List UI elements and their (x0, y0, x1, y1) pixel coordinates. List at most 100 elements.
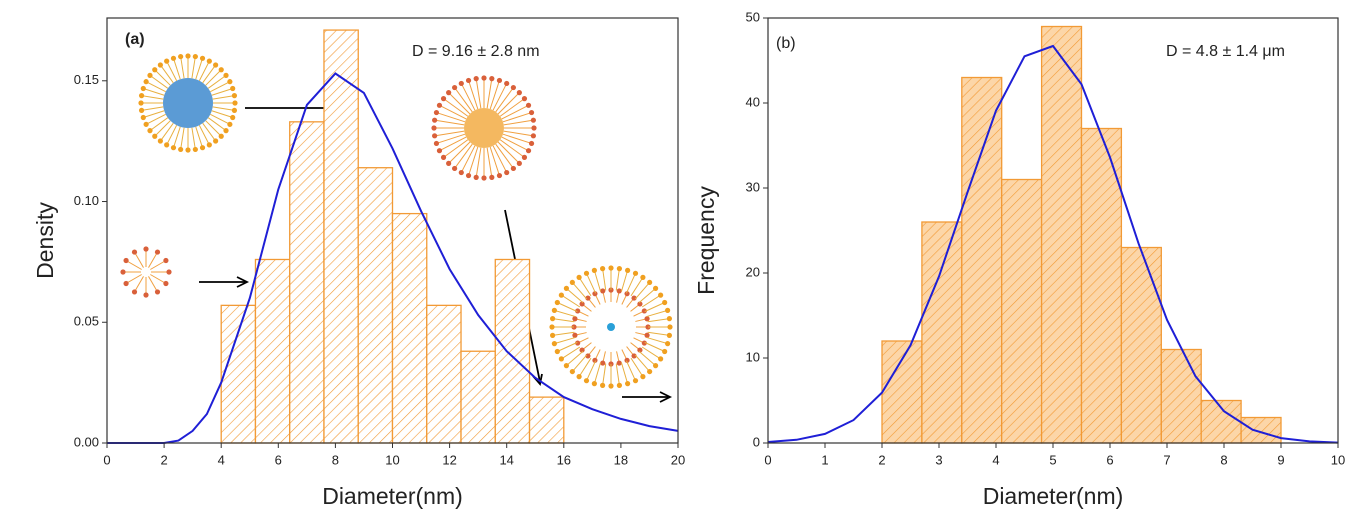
micelle-head (569, 279, 575, 286)
micelle-head (481, 175, 487, 181)
y-axis-label: Density (32, 202, 58, 279)
micelle-head (140, 85, 146, 92)
micelle-head (157, 138, 163, 144)
micelle-head (123, 280, 129, 287)
micelle-tail (145, 113, 166, 125)
micelle-head (631, 353, 637, 359)
micelle-head (489, 174, 495, 180)
micelle-head (143, 292, 149, 298)
x-tick-label: 20 (671, 452, 685, 467)
micelle-head (579, 347, 585, 353)
micelle-head (458, 80, 464, 87)
micelle-head (652, 285, 659, 291)
micelle-head (232, 100, 238, 106)
micelle-tail (552, 331, 575, 336)
micelle-head (652, 363, 659, 369)
y-axis-label: Frequency (693, 186, 719, 295)
micelle-tail (212, 106, 235, 111)
panel-label: (a) (125, 31, 145, 48)
micelle-head (592, 291, 598, 297)
micelle-tail (566, 287, 584, 304)
x-tick-label: 12 (442, 452, 456, 467)
micelle-tail (202, 122, 217, 142)
micelle-head (227, 121, 233, 127)
bar (881, 340, 923, 444)
micelle-tail (552, 318, 575, 323)
bar (1001, 178, 1043, 444)
micelle-tail (475, 78, 482, 109)
micelle-tail (150, 274, 167, 284)
micelle-head (644, 316, 650, 322)
micelle-tail (159, 122, 174, 142)
micelle-tail (566, 350, 584, 367)
micelle-tail (134, 276, 144, 293)
micelle-head (230, 114, 236, 121)
micelle-head (166, 269, 172, 275)
micelle-tail (468, 80, 479, 110)
micelle-tail (644, 341, 665, 352)
micelle-tail (641, 346, 661, 360)
micelle-head (178, 53, 184, 60)
bar (323, 29, 359, 444)
micelle-tail (143, 110, 165, 118)
micelle-head (157, 62, 163, 68)
micelle-head (550, 316, 556, 322)
micelle-tail (492, 145, 508, 173)
micelle-tail (615, 363, 620, 386)
micelle-head (164, 142, 170, 148)
micelle-head (632, 378, 639, 384)
x-tick-label: 1 (821, 452, 828, 467)
micelle-tail (486, 147, 493, 178)
x-tick-label: 2 (878, 452, 885, 467)
bar (1040, 25, 1083, 444)
micelle-head (521, 154, 528, 160)
micelle-tail (638, 287, 656, 304)
micelle-tail (448, 92, 471, 115)
x-axis-label: Diameter(nm) (322, 483, 463, 509)
micelle-tail (630, 277, 644, 297)
micelle-tail (554, 309, 576, 318)
bar (494, 258, 531, 444)
micelle-tail (647, 318, 670, 323)
fit-curve (767, 44, 1339, 444)
micelle-core (464, 108, 504, 148)
micelle-tail (150, 260, 167, 270)
bar (357, 167, 394, 444)
x-tick-label: 5 (1049, 452, 1056, 467)
micelle-head (525, 102, 532, 108)
x-tick-label: 16 (557, 452, 571, 467)
micelle-head (666, 332, 672, 338)
micelle-head (465, 172, 472, 179)
y-tick-label: 50 (746, 9, 760, 24)
x-tick-label: 18 (614, 452, 628, 467)
micelle-head (440, 154, 447, 160)
micelle-head (185, 53, 191, 59)
micelle-tail (486, 78, 493, 109)
micelle-tail (166, 125, 178, 146)
micelle-tail (443, 139, 469, 158)
x-tick-label: 10 (1331, 452, 1345, 467)
micelle-head (667, 324, 673, 330)
micelle-tail (554, 336, 576, 345)
bar (426, 304, 462, 444)
micelle-head (600, 360, 606, 366)
micelle-head (138, 107, 145, 113)
micelle-head (585, 295, 591, 301)
micelle-head (558, 292, 564, 298)
micelle-head (644, 332, 650, 338)
micelle-head (510, 84, 516, 91)
micelle-tail (593, 270, 602, 292)
panel-label: (b) (776, 35, 796, 52)
micelle-tail (625, 273, 636, 294)
micelle-head (575, 308, 581, 314)
micelle-head (154, 289, 161, 295)
micelle-head (213, 62, 219, 68)
fit-curve (107, 72, 679, 444)
micelle-head (140, 114, 146, 121)
y-tick-label: 0.00 (74, 434, 99, 449)
micelle-head (563, 363, 570, 369)
bar (1160, 348, 1202, 444)
micelle-head (199, 55, 206, 61)
micelle-head (436, 102, 443, 108)
